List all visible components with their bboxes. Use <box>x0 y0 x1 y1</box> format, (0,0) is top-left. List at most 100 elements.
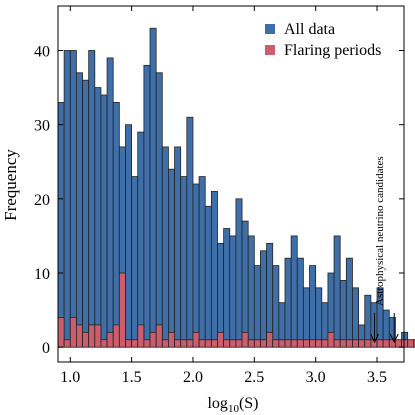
flaring-bar <box>401 339 409 348</box>
x-tick-label: 1.0 <box>60 369 80 386</box>
legend-swatch-flare <box>265 45 275 55</box>
all-data-bar <box>266 242 274 348</box>
all-data-bar <box>247 235 255 348</box>
flaring-bar <box>204 339 212 348</box>
flaring-bar <box>192 331 200 348</box>
flaring-bar <box>217 331 225 348</box>
all-data-bar <box>180 176 188 348</box>
all-data-bar <box>253 265 261 348</box>
all-data-bar <box>223 228 231 348</box>
flaring-bar <box>155 324 163 348</box>
all-data-bar <box>272 265 280 348</box>
annotation-label: Astrophysical neutrino candidates <box>374 156 386 306</box>
all-data-bar <box>333 235 341 348</box>
flaring-bar <box>174 339 182 348</box>
all-data-bar <box>339 280 347 348</box>
flaring-bar <box>407 339 415 348</box>
legend-label-all: All data <box>284 21 335 38</box>
flaring-bar <box>118 272 126 348</box>
all-data-bar <box>290 235 298 348</box>
x-axis-label: log10(S) <box>207 395 258 415</box>
x-tick-label: 2.0 <box>183 369 203 386</box>
flaring-bar <box>253 339 261 348</box>
flaring-bar <box>63 339 71 348</box>
flaring-bar <box>57 317 65 348</box>
flaring-bar <box>358 339 366 348</box>
all-data-bar <box>69 50 77 348</box>
all-data-bar <box>63 50 71 348</box>
all-data-bar <box>210 191 218 348</box>
all-data-bar <box>112 102 120 348</box>
flaring-bar <box>186 339 194 348</box>
y-tick-label: 0 <box>42 340 50 357</box>
all-data-bar <box>204 205 212 348</box>
all-data-bar <box>302 287 310 348</box>
all-data-bar <box>174 146 182 348</box>
flaring-bar <box>266 331 274 348</box>
legend: All data Flaring periods <box>265 21 381 59</box>
all-data-bar <box>57 102 65 348</box>
flaring-bar <box>69 317 77 348</box>
all-data-bar <box>309 265 317 348</box>
all-data-bar <box>284 257 292 348</box>
y-tick-label: 10 <box>34 266 50 283</box>
annotation-arrows <box>370 313 399 344</box>
all-data-bar <box>229 235 237 348</box>
legend-label-flare: Flaring periods <box>284 42 381 59</box>
flaring-bar <box>198 339 206 348</box>
x-axis-label-tail: (S) <box>239 395 259 412</box>
flaring-bar <box>284 339 292 348</box>
flaring-bar <box>180 339 188 348</box>
all-data-bar <box>352 287 360 348</box>
all-data-bar <box>143 64 151 348</box>
flaring-bar <box>82 331 90 348</box>
all-data-bar <box>100 94 108 348</box>
flaring-bar <box>352 339 360 348</box>
flaring-bar <box>327 331 335 348</box>
flaring-bar <box>413 339 415 348</box>
flaring-bar <box>345 339 353 348</box>
flaring-bar <box>278 339 286 348</box>
all-data-bar <box>217 242 225 348</box>
all-data-bar <box>168 168 175 348</box>
flaring-bar <box>229 339 237 348</box>
all-data-bar <box>137 131 145 348</box>
flaring-bar <box>364 339 372 348</box>
flaring-bar <box>223 339 231 348</box>
all-data-bar <box>198 176 206 348</box>
all-data-bar <box>106 57 114 348</box>
flaring-bar <box>376 339 384 348</box>
all-data-bar <box>125 124 133 348</box>
flaring-bar <box>100 339 108 348</box>
flaring-bar <box>260 339 267 348</box>
flaring-bar <box>321 339 329 348</box>
y-tick-label: 30 <box>34 118 50 135</box>
all-data-bar <box>241 220 249 348</box>
x-tick-label: 3.5 <box>367 369 387 386</box>
all-data-bar <box>186 116 194 348</box>
flaring-bar <box>125 339 133 348</box>
flaring-bar <box>149 331 157 348</box>
legend-swatch-all <box>265 24 275 34</box>
all-data-bar <box>155 72 163 348</box>
all-data-bar <box>345 257 353 348</box>
flaring-bar <box>333 339 341 348</box>
flaring-bar <box>315 339 323 348</box>
annotation-arrow-head <box>389 333 399 344</box>
all-data-bar <box>149 27 157 348</box>
all-data-bar <box>315 287 323 348</box>
flaring-bar <box>272 339 280 348</box>
all-data-bar <box>296 257 304 348</box>
all-data-bar <box>161 146 169 348</box>
all-data-bar <box>88 50 96 348</box>
flaring-bar <box>131 339 139 348</box>
y-axis-label: Frequency <box>1 149 20 221</box>
flaring-bar <box>94 324 102 348</box>
flaring-bar <box>302 339 310 348</box>
plot-frame <box>57 5 405 363</box>
y-axis: 0 10 20 30 40 <box>34 44 404 357</box>
flaring-bar <box>112 324 120 348</box>
flaring-bar <box>76 324 83 348</box>
y-tick-label: 20 <box>34 192 50 209</box>
